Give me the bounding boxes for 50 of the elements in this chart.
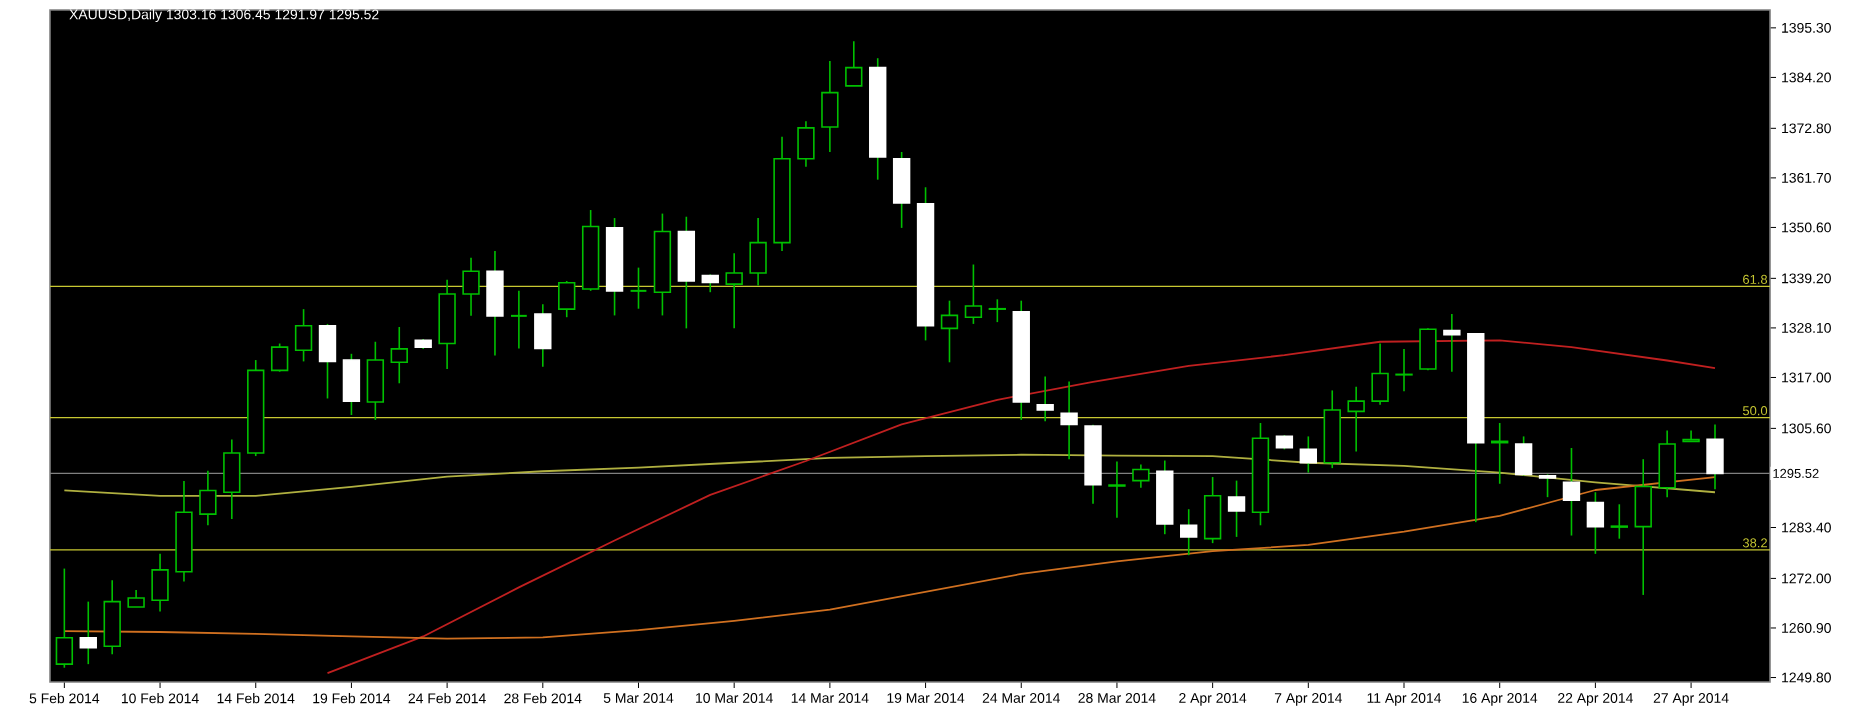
candlestick — [1562, 447, 1581, 537]
candlestick — [1036, 375, 1054, 423]
candlestick — [1371, 342, 1389, 406]
candlestick — [629, 266, 648, 310]
candlestick — [79, 600, 97, 665]
candlestick — [892, 151, 911, 229]
candlestick — [318, 323, 337, 400]
candlestick — [294, 308, 313, 363]
candlestick — [1706, 423, 1724, 491]
candlestick — [1108, 460, 1126, 519]
candlestick — [509, 290, 528, 350]
candlestick — [749, 217, 767, 287]
candlestick — [366, 340, 385, 421]
candlestick — [1419, 327, 1437, 372]
candlestick — [1610, 503, 1628, 540]
candlestick — [845, 40, 863, 87]
candlestick — [199, 470, 217, 527]
candlestick — [462, 257, 480, 317]
candlestick — [1395, 348, 1413, 393]
candlestick — [270, 342, 289, 373]
candlestick — [1132, 463, 1150, 489]
candlestick — [797, 120, 815, 168]
candlestick — [940, 299, 959, 364]
candlestick — [1634, 458, 1652, 596]
candlestick — [1586, 491, 1605, 555]
candlestick — [1180, 508, 1198, 556]
candlestick — [1299, 435, 1318, 474]
candlestick — [1203, 476, 1222, 544]
candlestick — [55, 567, 74, 669]
candlestick — [964, 263, 983, 325]
candlestick — [151, 553, 169, 613]
candlestick — [103, 579, 121, 656]
candlestick — [1538, 473, 1557, 498]
candlestick — [558, 280, 576, 318]
candlestick — [342, 353, 361, 416]
candlestick — [725, 252, 743, 330]
candlestick — [988, 298, 1007, 323]
candlestick — [1682, 429, 1700, 443]
candlestick — [223, 438, 241, 520]
line-series — [326, 339, 1716, 674]
candlestick — [1443, 313, 1461, 373]
candlestick — [534, 303, 552, 368]
candlestick — [1347, 386, 1365, 453]
candlestick — [1227, 479, 1246, 538]
candlestick — [1060, 380, 1078, 460]
candlestick — [390, 326, 408, 385]
candlestick — [821, 60, 839, 153]
candlestick — [1514, 435, 1533, 477]
candlestick — [1658, 429, 1676, 498]
candlestick — [486, 250, 504, 357]
